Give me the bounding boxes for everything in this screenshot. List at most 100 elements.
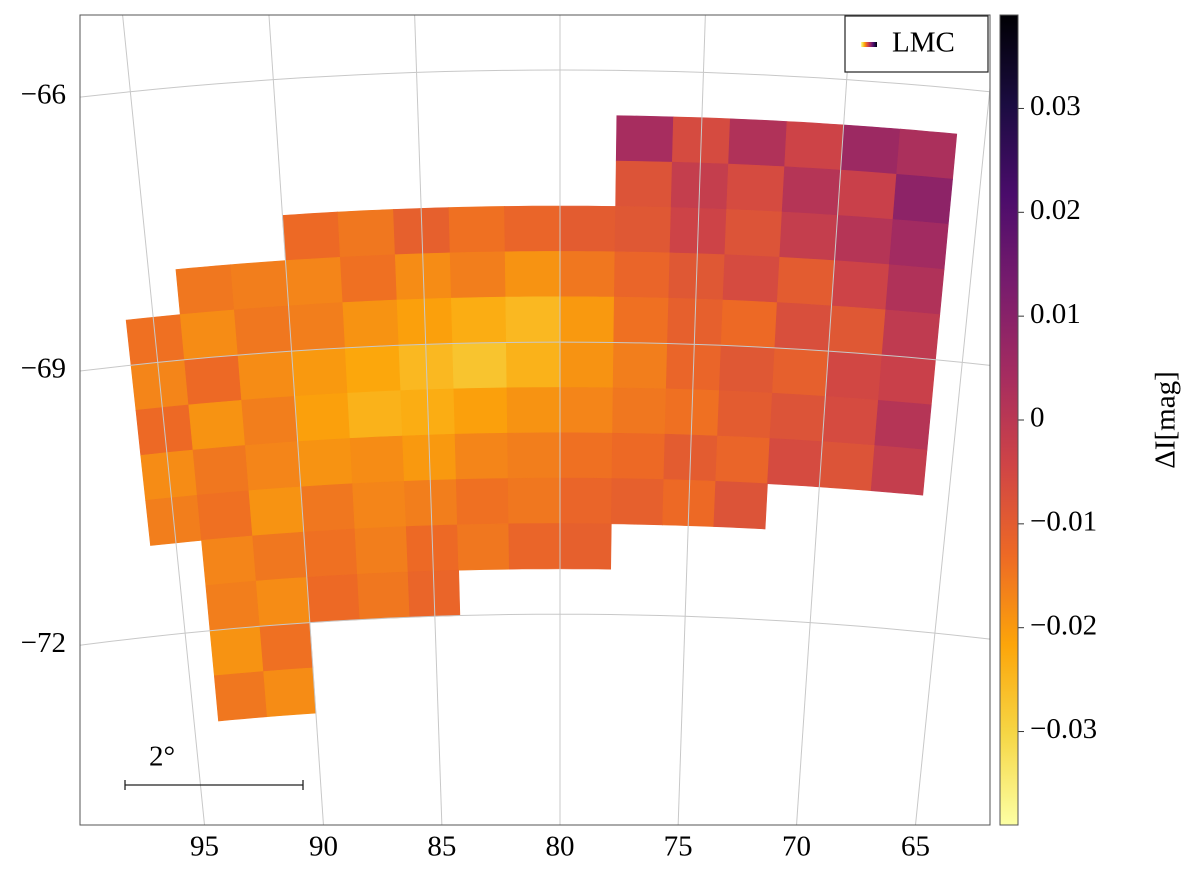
map-cell (209, 625, 264, 677)
x-tick-label: 90 (309, 831, 338, 863)
map-cell (454, 432, 509, 480)
map-cell (349, 435, 405, 485)
map-cell (774, 302, 832, 352)
map-cell (717, 390, 773, 439)
map-cell (713, 480, 768, 530)
map-cell (352, 480, 407, 530)
map-cell (559, 477, 613, 525)
grid-line (80, 69, 990, 98)
map-cell (615, 160, 673, 208)
map-cell (888, 219, 949, 270)
map-cell (508, 523, 561, 570)
map-cell (611, 432, 666, 480)
plot-frame (79, 14, 991, 826)
map-cell (781, 166, 841, 216)
map-cell (870, 445, 928, 496)
map-cell (726, 163, 785, 213)
colorbar-label: ΔI[mag] (1150, 371, 1182, 469)
map-cell (344, 344, 402, 394)
map-cell (769, 392, 826, 442)
map-cell (776, 256, 835, 307)
axes: 95 90 85 80 75 70 65 −66 −69 −72 −0.03 −0.02 −0.01 0 0… (21, 79, 1097, 863)
grid-line (677, 15, 706, 825)
map-cell (878, 354, 936, 406)
map-cell (457, 523, 510, 571)
map-cell (450, 296, 507, 344)
map-cell (354, 526, 409, 575)
map-cell (453, 387, 508, 435)
map-cell (282, 211, 341, 261)
map-cell (559, 341, 615, 389)
map-cell (559, 523, 612, 570)
colorbar-tick-label: 0.02 (1030, 194, 1081, 226)
map-cell (559, 251, 616, 298)
map-cell (834, 215, 894, 266)
map-cell (722, 254, 781, 303)
map-cell (196, 490, 253, 541)
x-tick-label: 80 (546, 831, 575, 863)
map-cell (614, 206, 672, 254)
scale-bar-label: 2° (149, 741, 175, 773)
map-cell (449, 251, 507, 299)
map-cell (233, 305, 292, 356)
map-cell (205, 580, 261, 632)
map-cell (294, 392, 351, 442)
map-cell (724, 209, 783, 258)
map-cell (892, 173, 953, 225)
map-cell (831, 260, 890, 311)
grid-line (80, 341, 990, 372)
map-cell (252, 531, 308, 582)
map-cell (263, 667, 317, 718)
map-cell (874, 399, 932, 451)
map-cell (885, 264, 945, 315)
grid-line (796, 15, 852, 825)
map-cell (504, 205, 561, 253)
map-cell (255, 577, 311, 627)
map-cell (297, 438, 353, 488)
map-cell (559, 205, 616, 253)
x-tick-label: 65 (901, 831, 930, 863)
grid-line (122, 15, 206, 825)
map-cell (288, 302, 346, 352)
colorbar-tick-label: −0.02 (1030, 609, 1097, 641)
colorbar-tick-label: −0.01 (1030, 506, 1097, 538)
map-cell (772, 347, 829, 397)
map-cell (175, 264, 235, 315)
map-cell (184, 354, 242, 406)
map-cell (840, 124, 901, 175)
grid-line (80, 613, 990, 646)
map-cell (837, 169, 897, 220)
map-cell (259, 622, 314, 672)
map-cell (821, 396, 879, 446)
map-cell (720, 299, 778, 349)
grid-line (268, 15, 324, 825)
map-cell (559, 387, 614, 434)
map-cell (201, 535, 257, 586)
map-cell (784, 121, 845, 171)
map-cell (505, 341, 561, 389)
x-tick-label: 70 (782, 831, 811, 863)
map-cell (504, 251, 561, 298)
map-cell (452, 342, 508, 390)
x-tick-label: 85 (427, 831, 456, 863)
map-cell (188, 399, 246, 451)
colorbar-tick-label: −0.03 (1030, 713, 1097, 745)
map-cell (559, 432, 613, 479)
map-cell (615, 115, 674, 163)
map-cell (303, 528, 358, 578)
map-cell (613, 296, 670, 344)
map-cell (306, 573, 361, 623)
map-cell (610, 478, 665, 526)
x-tick-label: 75 (664, 831, 693, 863)
map-cell (779, 211, 838, 261)
y-tick-label: −72 (21, 627, 66, 659)
colorbar-tick-label: 0.01 (1030, 298, 1081, 330)
map-cell (818, 441, 876, 492)
colorbar (999, 14, 1019, 826)
map-cell (244, 441, 302, 492)
colorbar-tick-label: 0.03 (1030, 90, 1081, 122)
grid-line (914, 83, 990, 825)
map-cell (507, 477, 561, 525)
x-tick-label: 95 (190, 831, 219, 863)
map-cell (828, 305, 887, 356)
